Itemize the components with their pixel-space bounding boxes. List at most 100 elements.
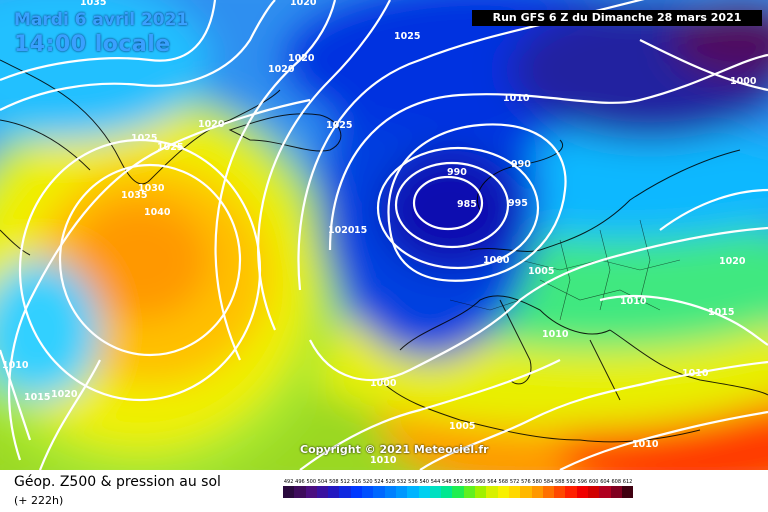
scale-step: 592 [565,478,577,498]
scale-swatch [508,486,521,498]
scale-swatch [418,486,430,498]
scale-value: 516 [351,479,362,485]
scale-value: 592 [566,479,576,485]
scale-value: 524 [374,479,384,485]
scale-swatch [362,486,374,498]
scale-value: 560 [475,479,486,485]
scale-step: 560 [475,478,487,498]
scale-step: 500 [305,478,317,498]
scale-step: 540 [418,478,430,498]
scale-step: 576 [520,478,532,498]
isobar-label: 1020 [198,119,225,130]
isobar-label: 1035 [121,190,147,201]
legend-title: Géop. Z500 & pression au sol [14,474,221,490]
scale-step: 588 [554,478,566,498]
scale-swatch [520,486,532,498]
isobar-label: 1000 [483,255,510,266]
isobar-label: 1025 [157,142,183,153]
scale-value: 612 [622,479,633,485]
scale-swatch [565,486,577,498]
scale-step: 556 [463,478,476,498]
forecast-time: 14:00 locale [14,32,171,57]
scale-step: 536 [407,478,419,498]
scale-swatch [395,486,408,498]
isobar-label: 1015 [708,307,734,318]
scale-step: 584 [542,478,555,498]
scale-value: 492 [283,479,294,485]
scale-value: 556 [464,479,475,485]
isobar-label: 1005 [449,421,475,432]
scale-step: 568 [497,478,509,498]
scale-swatch [373,486,385,498]
legend-subtitle: (+ 222h) [14,494,64,507]
scale-swatch [429,486,442,498]
scale-value: 528 [385,479,396,485]
isobar-label: 995 [508,198,528,209]
isobar-labels: 1035 1025 1020 1020 1020 1020 1025 1025 … [2,0,757,466]
scale-step: 552 [452,478,464,498]
forecast-date: Mardi 6 avril 2021 [14,10,189,30]
isobar-label: 1015 [24,392,50,403]
scale-swatch [283,486,295,498]
scale-swatch [350,486,363,498]
scale-value: 512 [340,479,350,485]
scale-swatch [328,486,340,498]
isobar-label: 15 [354,225,367,236]
isobar-label: 1020 [719,256,746,267]
isobar-label: 1040 [144,207,171,218]
scale-swatch [497,486,509,498]
scale-step: 508 [328,478,340,498]
scale-value: 544 [430,479,441,485]
scale-swatch [475,486,487,498]
isobar-label: 1000 [730,76,757,87]
scale-value: 584 [543,479,554,485]
isobar-label: 1010 [2,360,29,371]
scale-step: 608 [610,478,622,498]
scale-step: 564 [486,478,498,498]
isobar-label: 1000 [370,378,397,389]
scale-value: 580 [532,479,542,485]
scale-step: 520 [362,478,374,498]
scale-value: 548 [442,479,452,485]
isobar-label: 1010 [503,93,530,104]
scale-step: 596 [576,478,589,498]
scale-swatch [441,486,453,498]
isobar-label: 1025 [131,133,157,144]
scale-swatch [294,486,306,498]
scale-swatch [554,486,566,498]
scale-swatch [542,486,555,498]
isobar-lines [0,0,768,470]
scale-value: 604 [600,479,610,485]
scale-step: 604 [599,478,611,498]
scale-step: 528 [384,478,396,498]
scale-value: 520 [362,479,373,485]
isobar-label: 1010 [632,439,659,450]
scale-value: 536 [408,479,418,485]
scale-step: 504 [316,478,329,498]
scale-step: 600 [588,478,600,498]
scale-value: 496 [295,479,305,485]
model-run-banner: Run GFS 6 Z du Dimanche 28 mars 2021 [472,10,762,26]
scale-swatch [316,486,329,498]
scale-swatch [339,486,351,498]
isobar-label: 990 [511,159,531,170]
scale-value: 588 [555,479,565,485]
scale-swatch [576,486,589,498]
scale-value: 552 [453,479,463,485]
isobar-label: 1010 [682,368,709,379]
scale-step: 572 [508,478,521,498]
scale-swatch [610,486,622,498]
isobar-label: 1020 [268,64,295,75]
borders [449,219,681,321]
scale-step: 524 [373,478,385,498]
scale-step: 492 [283,478,295,498]
isobar-label: 1010 [370,455,397,466]
scale-swatch [621,486,634,498]
scale-value: 540 [419,479,429,485]
isobar-label: 990 [447,167,467,178]
scale-value: 564 [487,479,497,485]
scale-value: 568 [498,479,509,485]
scale-swatch [463,486,476,498]
isobar-label: 1035 [80,0,106,8]
